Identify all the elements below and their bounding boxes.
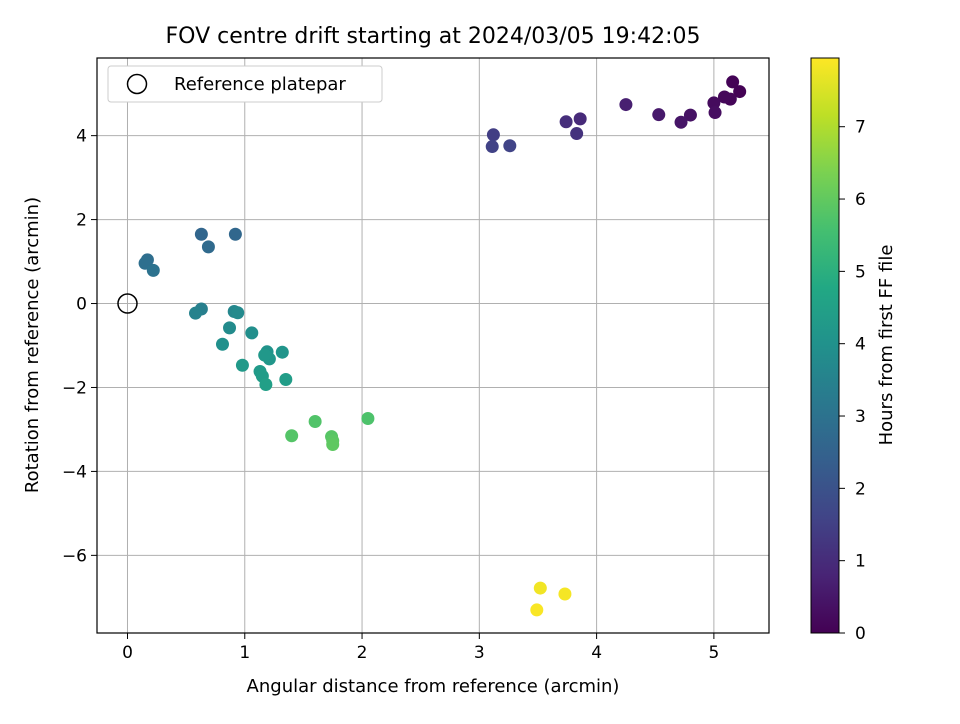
x-tick-label: 1 xyxy=(239,643,250,663)
scatter-point xyxy=(683,108,697,122)
x-axis-ticks: 0 1 2 3 4 5 xyxy=(122,633,719,663)
scatter-point xyxy=(194,227,208,241)
scatter-point xyxy=(215,337,229,351)
reference-platepar-marker xyxy=(117,293,138,314)
scatter-point xyxy=(235,358,249,372)
scatter-point xyxy=(486,128,500,142)
y-tick-label: 2 xyxy=(76,211,87,231)
scatter-point xyxy=(733,85,747,99)
plot-area: 0 1 2 3 4 5 −6 −4 −2 0 2 4 xyxy=(62,57,770,663)
scatter-point xyxy=(717,90,731,104)
colorbar-tick-label: 2 xyxy=(855,479,866,499)
scatter-point xyxy=(559,115,573,129)
scatter-point xyxy=(146,263,160,277)
scatter-point xyxy=(652,108,666,122)
colorbar-label: Hours from first FF file xyxy=(876,245,897,446)
colorbar-gradient xyxy=(810,57,840,634)
y-tick-label: 4 xyxy=(76,127,87,147)
scatter-point xyxy=(308,414,322,428)
scatter-point xyxy=(674,115,688,129)
scatter-point xyxy=(619,98,633,112)
legend-entry-reference-platepar: Reference platepar xyxy=(174,74,346,95)
scatter-point xyxy=(707,96,721,110)
legend-open-circle-marker xyxy=(126,73,148,95)
scatter-point xyxy=(530,603,544,617)
scatter-point xyxy=(245,326,259,340)
colorbar-tick-label: 7 xyxy=(855,118,866,138)
scatter-point xyxy=(558,587,572,601)
scatter-point xyxy=(708,106,722,120)
y-axis-label: Rotation from reference (arcmin) xyxy=(22,197,43,493)
scatter-point xyxy=(259,378,273,392)
scatter-point xyxy=(361,412,375,426)
scatter-point xyxy=(573,112,587,126)
y-tick-label: 0 xyxy=(76,295,87,315)
legend-box xyxy=(107,65,383,103)
scatter-point xyxy=(485,140,499,154)
y-tick-label: −6 xyxy=(62,546,87,566)
scatter-point xyxy=(189,306,203,320)
x-tick-label: 4 xyxy=(591,643,602,663)
scatter-point xyxy=(533,581,547,595)
scatter-point xyxy=(201,240,215,254)
colorbar-tick-label: 0 xyxy=(855,624,866,644)
scatter-point xyxy=(275,345,289,359)
x-tick-label: 2 xyxy=(357,643,368,663)
scatter-point xyxy=(326,438,340,452)
y-axis-ticks: −6 −4 −2 0 2 4 xyxy=(62,127,97,566)
colorbar-tick-label: 4 xyxy=(855,335,866,355)
scatter-point xyxy=(223,321,237,335)
colorbar-tick-label: 6 xyxy=(855,190,866,210)
scatter-point xyxy=(503,139,517,153)
x-tick-label: 5 xyxy=(708,643,719,663)
plot-frame xyxy=(96,57,770,634)
legend: Reference platepar xyxy=(107,65,383,103)
scatter-point xyxy=(570,127,584,141)
scatter-point xyxy=(726,75,740,89)
colorbar-tick-label: 3 xyxy=(855,407,866,427)
scatter-point xyxy=(231,306,245,320)
x-tick-label: 0 xyxy=(122,643,133,663)
x-axis-label: Angular distance from reference (arcmin) xyxy=(247,676,620,697)
colorbar: 0 1 2 3 4 5 6 7 Hours from first FF file xyxy=(810,57,897,644)
scatter-point xyxy=(228,227,242,241)
chart-title: FOV centre drift starting at 2024/03/05 … xyxy=(166,24,701,49)
x-tick-label: 3 xyxy=(474,643,485,663)
colorbar-ticks: 0 1 2 3 4 5 6 7 xyxy=(839,118,866,644)
colorbar-tick-label: 1 xyxy=(855,552,866,572)
y-tick-label: −4 xyxy=(62,462,87,482)
scatter-point xyxy=(258,348,272,362)
y-tick-label: −2 xyxy=(62,378,87,398)
scatter-point xyxy=(285,429,299,443)
colorbar-tick-label: 5 xyxy=(855,262,866,282)
scatter-point xyxy=(279,372,293,386)
grid-lines xyxy=(97,58,769,633)
scatter-points xyxy=(117,75,747,617)
